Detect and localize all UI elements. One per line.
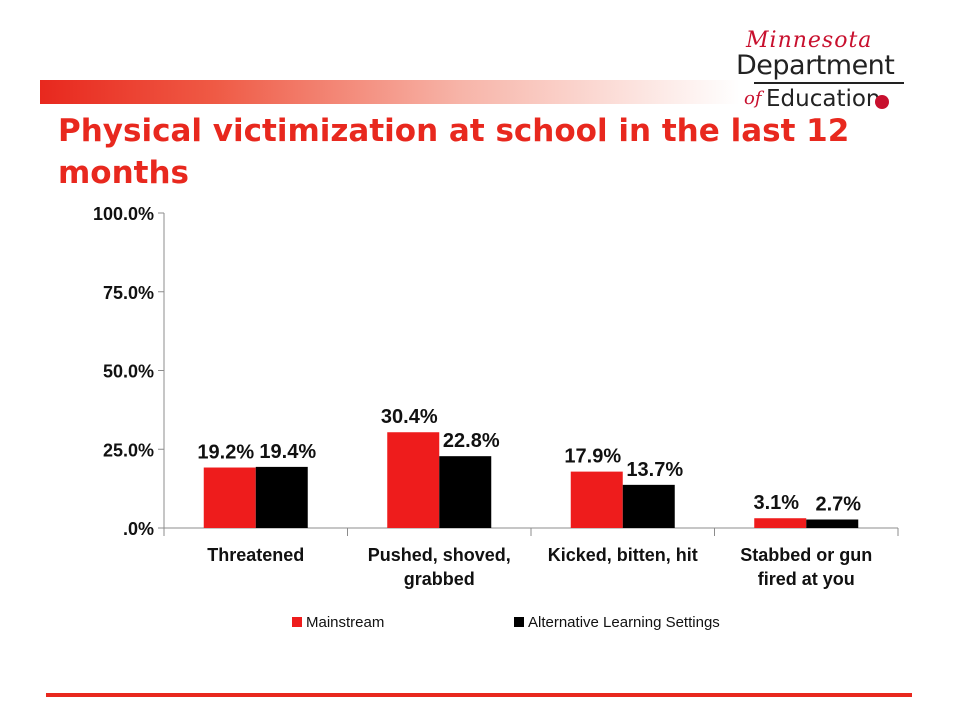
data-label: 13.7% [626, 459, 683, 481]
bar [203, 467, 256, 528]
data-label: 19.2% [197, 442, 254, 464]
bar [622, 484, 675, 528]
logo-of-text: of [744, 88, 762, 109]
y-tick-label: .0% [123, 519, 154, 539]
header-gradient-band [40, 80, 740, 104]
bar-chart: .0% 25.0% 50.0% 75.0% 100.0% 19.2% 19.4% Threat… [93, 204, 899, 631]
bar [255, 466, 308, 528]
data-label: 30.4% [381, 406, 438, 428]
bar [387, 432, 440, 528]
logo-department-text: Department [736, 50, 895, 81]
legend-label: Mainstream [306, 614, 384, 631]
y-tick-label: 100.0% [93, 204, 154, 224]
x-category-label: Pushed, shoved, [368, 545, 511, 565]
data-label: 19.4% [259, 441, 316, 463]
bar [754, 518, 807, 528]
x-category-label: Stabbed or gun [740, 545, 872, 565]
data-label: 22.8% [443, 430, 500, 452]
x-category-label: fired at you [758, 569, 855, 589]
y-tick-label: 25.0% [103, 440, 154, 460]
logo-rule [754, 82, 904, 84]
page-title: Physical victimization at school in the … [58, 113, 850, 191]
data-label: 2.7% [815, 493, 861, 515]
data-label: 3.1% [753, 492, 799, 514]
apple-icon [875, 95, 889, 109]
logo-education-text: Education [766, 86, 881, 112]
bar [570, 471, 623, 528]
legend-swatch [292, 617, 302, 627]
y-tick-label: 75.0% [103, 283, 154, 303]
bar [806, 519, 859, 528]
bar [439, 456, 492, 528]
logo-script-text: Minnesota [746, 28, 873, 53]
mde-logo: Minnesota Department of Education [736, 26, 916, 116]
x-category-label: Threatened [207, 545, 304, 565]
footer-rule [46, 693, 912, 697]
legend-label: Alternative Learning Settings [528, 614, 720, 631]
x-category-label: Kicked, bitten, hit [548, 545, 698, 565]
x-category-label: grabbed [404, 569, 475, 589]
y-tick-label: 50.0% [103, 362, 154, 382]
legend-swatch [514, 617, 524, 627]
data-label: 17.9% [564, 446, 621, 468]
